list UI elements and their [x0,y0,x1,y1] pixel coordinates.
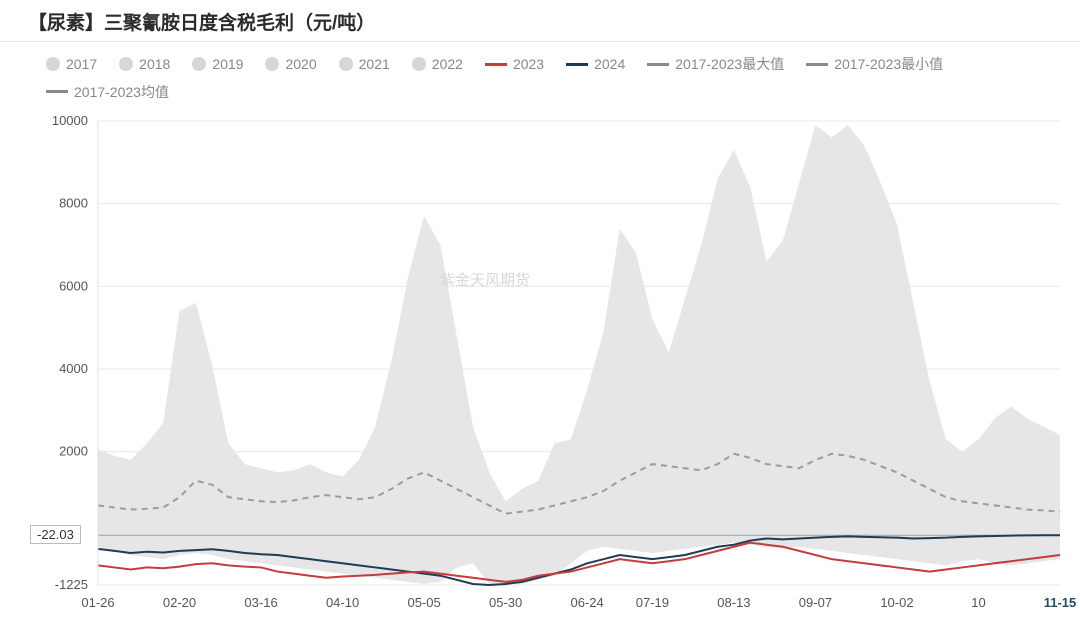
svg-text:-1225: -1225 [55,577,88,592]
legend-label: 2017-2023均值 [74,79,169,105]
svg-text:6000: 6000 [59,278,88,293]
legend-label: 2019 [212,51,243,77]
svg-text:04-10: 04-10 [326,595,359,610]
svg-text:10000: 10000 [52,113,88,128]
legend-swatch [339,57,353,71]
chart-area: 紫金天风期货 -122520004000600080001000001-2602… [0,109,1080,619]
legend-item: 2019 [192,51,243,77]
legend-swatch [192,57,206,71]
legend-label: 2022 [432,51,463,77]
legend-swatch [119,57,133,71]
legend-item: 2020 [265,51,316,77]
svg-text:03-16: 03-16 [244,595,277,610]
legend-swatch [485,63,507,66]
svg-text:08-13: 08-13 [717,595,750,610]
legend-label: 2024 [594,51,625,77]
svg-text:07-19: 07-19 [636,595,669,610]
svg-text:10-02: 10-02 [880,595,913,610]
legend-swatch [265,57,279,71]
legend-swatch [412,57,426,71]
legend-label: 2021 [359,51,390,77]
legend-label: 2017-2023最小值 [834,51,943,77]
legend-item: 2017 [46,51,97,77]
legend-item: 2018 [119,51,170,77]
svg-text:02-20: 02-20 [163,595,196,610]
legend-swatch [806,63,828,66]
svg-text:05-05: 05-05 [407,595,440,610]
svg-text:11-15: 11-15 [1044,595,1077,610]
legend-swatch [647,63,669,66]
legend-item: 2017-2023最大值 [647,51,784,77]
legend-label: 2020 [285,51,316,77]
legend-label: 2017 [66,51,97,77]
legend-swatch [566,63,588,66]
svg-text:09-07: 09-07 [799,595,832,610]
svg-text:4000: 4000 [59,361,88,376]
legend-item: 2017-2023最小值 [806,51,943,77]
legend-item: 2017-2023均值 [46,79,169,105]
legend-item: 2024 [566,51,625,77]
legend: 2017 2018 2019 2020 2021 2022 2023 2024 2017-202… [0,42,1080,109]
legend-item: 2022 [412,51,463,77]
legend-item: 2023 [485,51,544,77]
legend-swatch [46,57,60,71]
legend-label: 2023 [513,51,544,77]
svg-text:2000: 2000 [59,443,88,458]
svg-text:01-26: 01-26 [81,595,114,610]
legend-item: 2021 [339,51,390,77]
svg-text:06-24: 06-24 [571,595,604,610]
svg-text:10: 10 [971,595,985,610]
value-badge: -22.03 [30,525,81,544]
chart-title: 【尿素】三聚氰胺日度含税毛利（元/吨） [0,0,1080,42]
svg-text:8000: 8000 [59,195,88,210]
svg-text:05-30: 05-30 [489,595,522,610]
legend-label: 2018 [139,51,170,77]
legend-label: 2017-2023最大值 [675,51,784,77]
legend-swatch [46,90,68,93]
